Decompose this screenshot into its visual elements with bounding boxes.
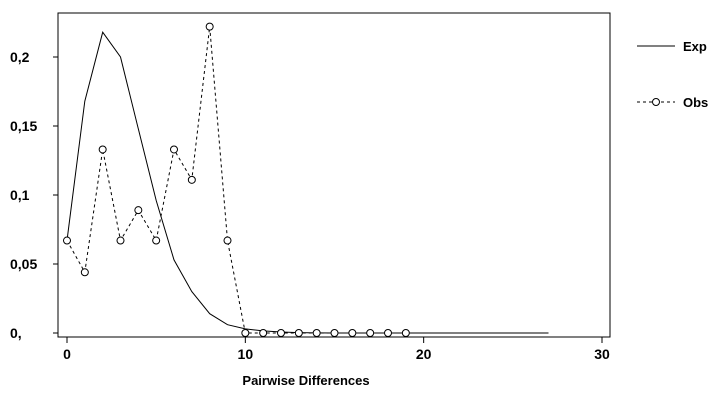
series-obs-point-18: [384, 329, 392, 337]
series-obs-point-10: [241, 329, 250, 337]
series-obs-point-13: [294, 329, 303, 337]
series-exp-line: [66, 31, 549, 334]
series-obs-point-7: [187, 175, 196, 184]
y-axis: 0, 0,05 0,1 0,15 0,2: [10, 49, 58, 341]
series-obs-point-17: [366, 329, 375, 337]
plot-area-frame: [57, 12, 611, 338]
y-tick-label-0: 0,: [10, 325, 22, 341]
y-tick-label-3: 0,15: [10, 118, 37, 134]
series-obs-point-16: [348, 329, 357, 337]
y-tick-label-1: 0,05: [10, 256, 37, 272]
series-obs-point-1: [80, 268, 89, 277]
series-obs-point-19: [401, 329, 410, 337]
y-tick-label-4: 0,2: [10, 49, 30, 65]
series-obs-point-12: [277, 329, 285, 337]
series-obs-point-14: [312, 329, 321, 337]
legend-exp-label: Exp: [683, 39, 707, 54]
legend: Exp Obs: [637, 39, 708, 110]
y-tick-label-2: 0,1: [10, 187, 30, 203]
x-tick-label-1: 10: [238, 346, 254, 362]
x-tick-label-3: 30: [594, 346, 610, 362]
series-obs-point-5: [152, 236, 161, 245]
x-tick-label-2: 20: [416, 346, 432, 362]
series-obs-point-3: [116, 236, 125, 245]
series-layer: [63, 22, 549, 337]
series-obs-point-0: [63, 236, 71, 245]
x-axis: 0 10 20 30: [63, 337, 610, 362]
legend-obs-marker: [652, 98, 660, 106]
series-obs-point-11: [259, 329, 268, 337]
series-obs-point-9: [223, 236, 232, 245]
series-obs-line: [66, 26, 406, 334]
series-obs-point-2: [98, 145, 107, 154]
series-obs-point-6: [170, 145, 178, 154]
series-obs-point-15: [330, 329, 339, 337]
x-tick-label-0: 0: [63, 346, 71, 362]
series-obs-point-8: [205, 22, 214, 31]
x-axis-title: Pairwise Differences: [242, 373, 369, 388]
series-obs-point-4: [134, 206, 143, 215]
legend-obs-label: Obs: [683, 95, 708, 110]
